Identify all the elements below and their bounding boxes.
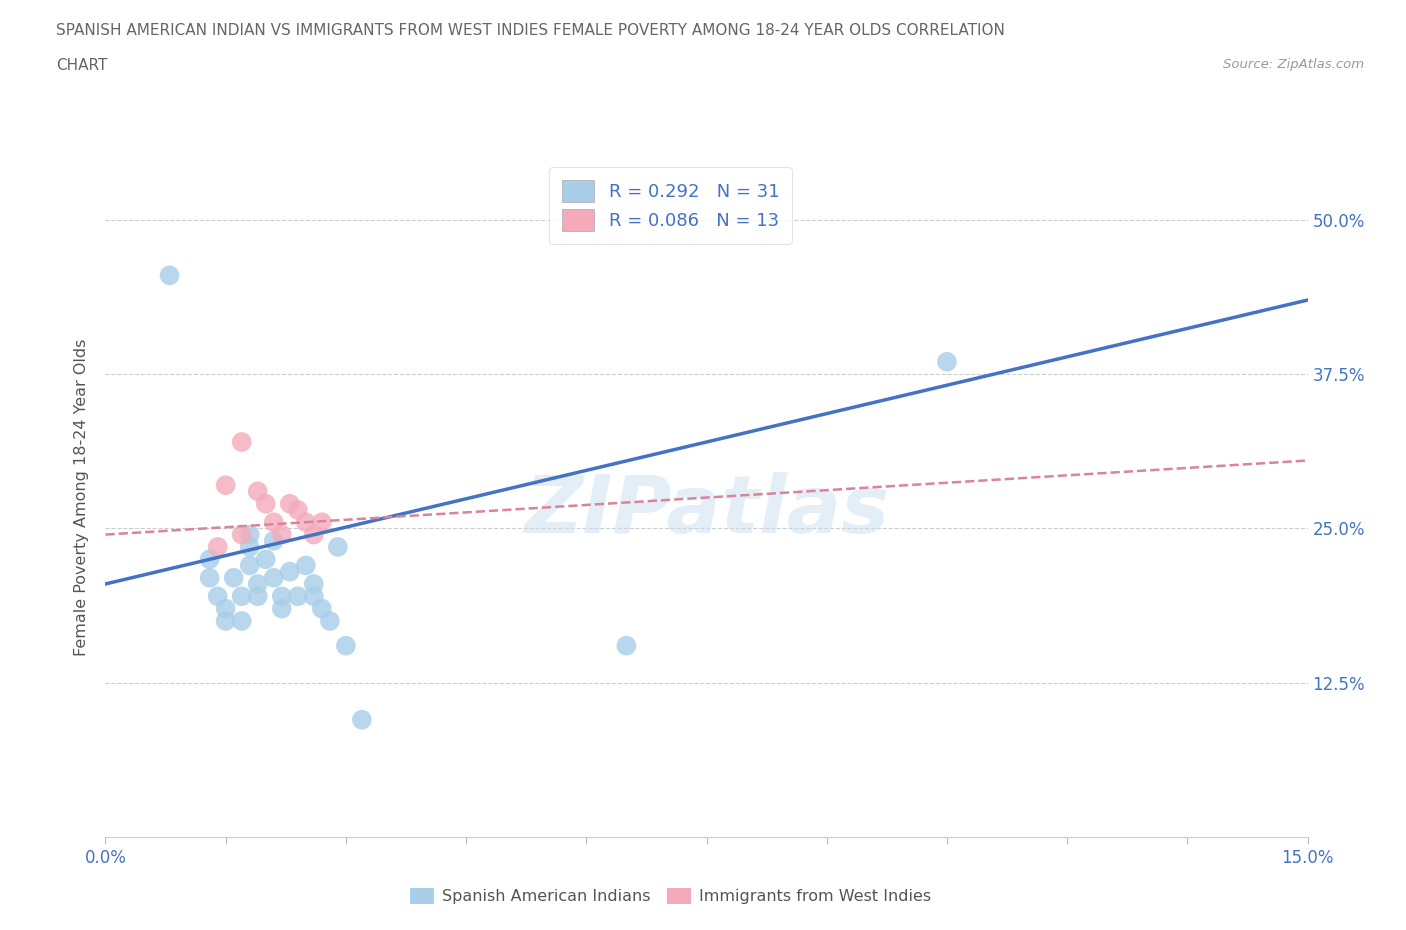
Point xyxy=(239,539,262,554)
Point xyxy=(246,589,269,604)
Point xyxy=(214,614,236,629)
Point xyxy=(302,527,325,542)
Point xyxy=(287,502,309,517)
Point xyxy=(207,589,229,604)
Point xyxy=(311,601,333,616)
Point xyxy=(207,539,229,554)
Point xyxy=(936,354,959,369)
Point xyxy=(254,551,277,566)
Point xyxy=(270,527,292,542)
Point xyxy=(214,601,236,616)
Point xyxy=(159,268,181,283)
Point xyxy=(302,577,325,591)
Point xyxy=(350,712,373,727)
Point xyxy=(270,589,292,604)
Point xyxy=(198,551,221,566)
Point xyxy=(335,638,357,653)
Point xyxy=(278,497,301,512)
Point xyxy=(278,565,301,579)
Legend: Spanish American Indians, Immigrants from West Indies: Spanish American Indians, Immigrants fro… xyxy=(404,881,936,910)
Point xyxy=(326,539,349,554)
Point xyxy=(270,601,292,616)
Point xyxy=(263,533,285,548)
Point xyxy=(231,614,253,629)
Y-axis label: Female Poverty Among 18-24 Year Olds: Female Poverty Among 18-24 Year Olds xyxy=(75,339,90,657)
Point xyxy=(263,515,285,530)
Point xyxy=(319,614,342,629)
Point xyxy=(231,589,253,604)
Point xyxy=(214,478,236,493)
Point xyxy=(311,515,333,530)
Text: CHART: CHART xyxy=(56,58,108,73)
Point xyxy=(302,589,325,604)
Point xyxy=(239,558,262,573)
Point xyxy=(198,570,221,585)
Point xyxy=(263,570,285,585)
Point xyxy=(287,589,309,604)
Point xyxy=(246,577,269,591)
Point xyxy=(231,527,253,542)
Point xyxy=(239,527,262,542)
Point xyxy=(231,434,253,449)
Point xyxy=(222,570,245,585)
Point xyxy=(616,638,638,653)
Text: Source: ZipAtlas.com: Source: ZipAtlas.com xyxy=(1223,58,1364,71)
Text: SPANISH AMERICAN INDIAN VS IMMIGRANTS FROM WEST INDIES FEMALE POVERTY AMONG 18-2: SPANISH AMERICAN INDIAN VS IMMIGRANTS FR… xyxy=(56,23,1005,38)
Point xyxy=(254,497,277,512)
Point xyxy=(295,515,318,530)
Text: ZIPatlas: ZIPatlas xyxy=(524,472,889,551)
Point xyxy=(295,558,318,573)
Point xyxy=(246,484,269,498)
